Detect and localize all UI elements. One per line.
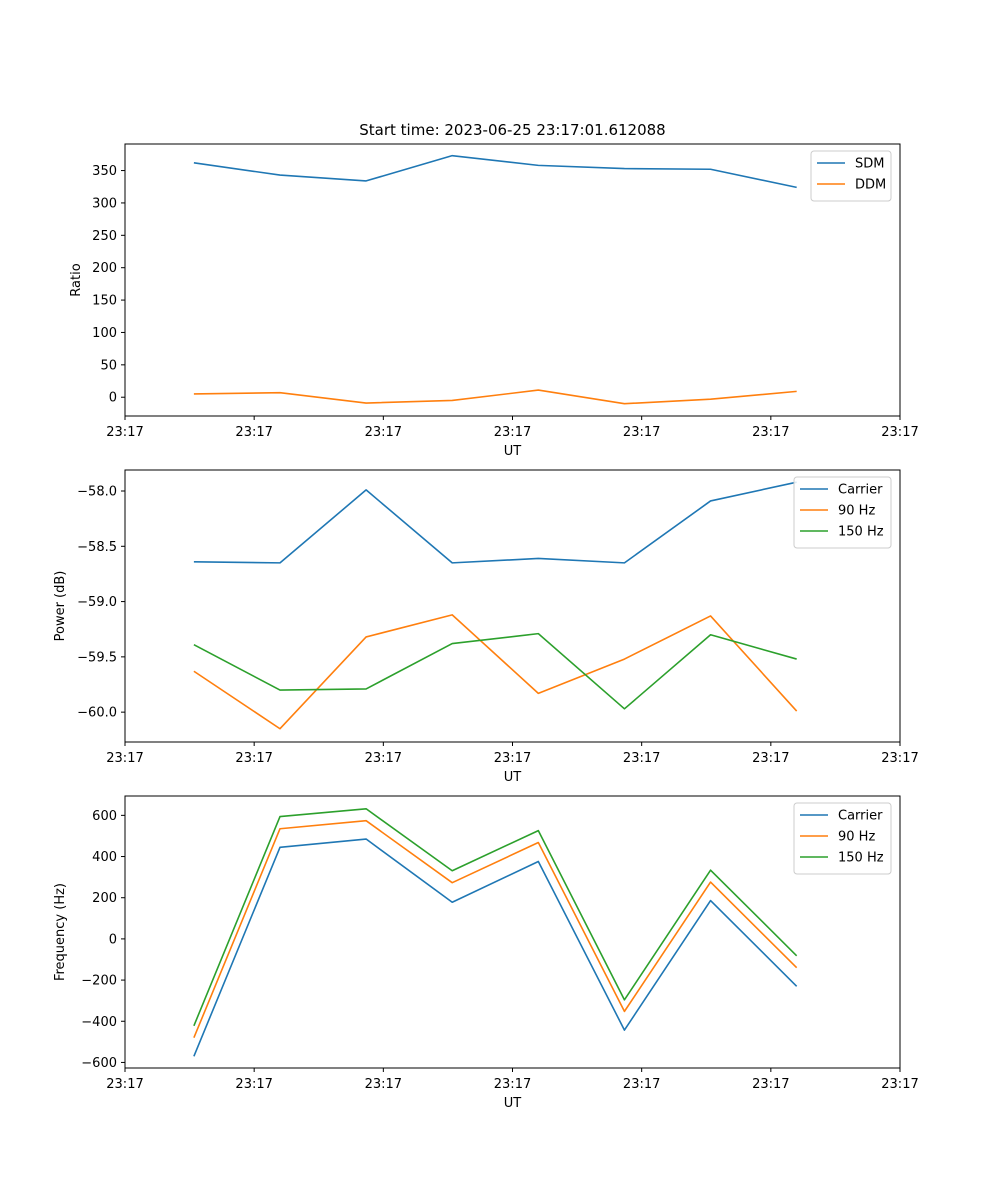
x-tick-label: 23:17 bbox=[623, 1077, 660, 1092]
plot-frame bbox=[124, 795, 901, 1069]
y-tick-label: 350 bbox=[92, 164, 117, 179]
legend-entry: 150 Hz bbox=[838, 851, 884, 866]
y-tick-label: 200 bbox=[92, 891, 117, 906]
series-line-90-hz bbox=[193, 819, 798, 1039]
x-tick-label: 23:17 bbox=[235, 751, 272, 766]
y-tick-label: −600 bbox=[81, 1056, 117, 1071]
x-tick-label: 23:17 bbox=[881, 425, 918, 440]
y-tick-label: −59.5 bbox=[77, 650, 117, 665]
chart-panel-3: 23:17 23:17 23:17 23:17 23:17 23:17 23:17 −600 −… bbox=[53, 795, 919, 1111]
x-tick-label: 23:17 bbox=[752, 425, 789, 440]
x-tick-label: 23:17 bbox=[623, 425, 660, 440]
y-tick-label: −60.0 bbox=[77, 706, 117, 721]
x-tick-label: 23:17 bbox=[106, 1077, 143, 1092]
series-line-150-hz bbox=[193, 807, 798, 1027]
legend: SDM DDM bbox=[810, 150, 892, 202]
series-line-90-hz bbox=[193, 614, 798, 730]
x-tick-label: 23:17 bbox=[881, 1077, 918, 1092]
legend-entry: 90 Hz bbox=[838, 504, 875, 519]
series-line-ddm bbox=[193, 389, 797, 405]
y-axis-label: Ratio bbox=[69, 263, 84, 296]
y-tick-label: 50 bbox=[100, 358, 117, 373]
y-axis-label: Frequency (Hz) bbox=[53, 883, 68, 981]
y-tick-label: 300 bbox=[92, 196, 117, 211]
legend-entry: Carrier bbox=[838, 809, 883, 824]
x-tick-label: 23:17 bbox=[235, 425, 272, 440]
y-tick-label: 400 bbox=[92, 850, 117, 865]
x-tick-label: 23:17 bbox=[752, 1077, 789, 1092]
y-tick-label: 250 bbox=[92, 229, 117, 244]
y-tick-label: 600 bbox=[92, 809, 117, 824]
x-tick-label: 23:17 bbox=[235, 1077, 272, 1092]
legend-entry: 150 Hz bbox=[838, 525, 884, 540]
x-axis-label: UT bbox=[504, 1096, 522, 1111]
chart-title: Start time: 2023-06-25 23:17:01.612088 bbox=[359, 121, 665, 139]
series-line-sdm bbox=[193, 154, 797, 189]
x-tick-label: 23:17 bbox=[494, 425, 531, 440]
y-tick-label: 150 bbox=[92, 294, 117, 309]
x-axis-label: UT bbox=[504, 444, 522, 459]
x-tick-label: 23:17 bbox=[365, 751, 402, 766]
x-tick-label: 23:17 bbox=[494, 751, 531, 766]
y-tick-label: −200 bbox=[81, 974, 117, 989]
legend: Carrier 90 Hz 150 Hz bbox=[793, 802, 892, 875]
x-tick-label: 23:17 bbox=[494, 1077, 531, 1092]
x-tick-label: 23:17 bbox=[106, 425, 143, 440]
y-tick-label: 0 bbox=[109, 391, 117, 406]
y-tick-label: −58.5 bbox=[77, 540, 117, 555]
series-line-carrier bbox=[193, 838, 798, 1057]
x-tick-label: 23:17 bbox=[365, 425, 402, 440]
plot-frame bbox=[124, 469, 901, 743]
x-tick-label: 23:17 bbox=[106, 751, 143, 766]
legend-entry: 90 Hz bbox=[838, 830, 875, 845]
legend: Carrier 90 Hz 150 Hz bbox=[793, 476, 892, 549]
legend-entry: SDM bbox=[855, 157, 884, 172]
y-axis-label: Power (dB) bbox=[53, 571, 68, 642]
x-tick-label: 23:17 bbox=[365, 1077, 402, 1092]
series-line-carrier bbox=[193, 481, 797, 564]
chart-panel-2: 23:17 23:17 23:17 23:17 23:17 23:17 23:17 −60.0… bbox=[53, 469, 919, 785]
y-tick-label: −59.0 bbox=[77, 595, 117, 610]
legend-entry: DDM bbox=[855, 178, 886, 193]
x-tick-label: 23:17 bbox=[881, 751, 918, 766]
x-axis-label: UT bbox=[504, 770, 522, 785]
x-tick-label: 23:17 bbox=[623, 751, 660, 766]
chart-panel-1: 23:17 23:17 23:17 23:17 23:17 23:17 23:17 0 50 10… bbox=[69, 121, 919, 459]
legend-entry: Carrier bbox=[838, 483, 883, 498]
y-tick-label: −400 bbox=[81, 1015, 117, 1030]
x-tick-label: 23:17 bbox=[752, 751, 789, 766]
y-tick-label: −58.0 bbox=[77, 485, 117, 500]
y-tick-label: 200 bbox=[92, 261, 117, 276]
y-tick-label: 0 bbox=[109, 932, 117, 947]
y-tick-label: 100 bbox=[92, 326, 117, 341]
series-line-150-hz bbox=[193, 632, 797, 710]
